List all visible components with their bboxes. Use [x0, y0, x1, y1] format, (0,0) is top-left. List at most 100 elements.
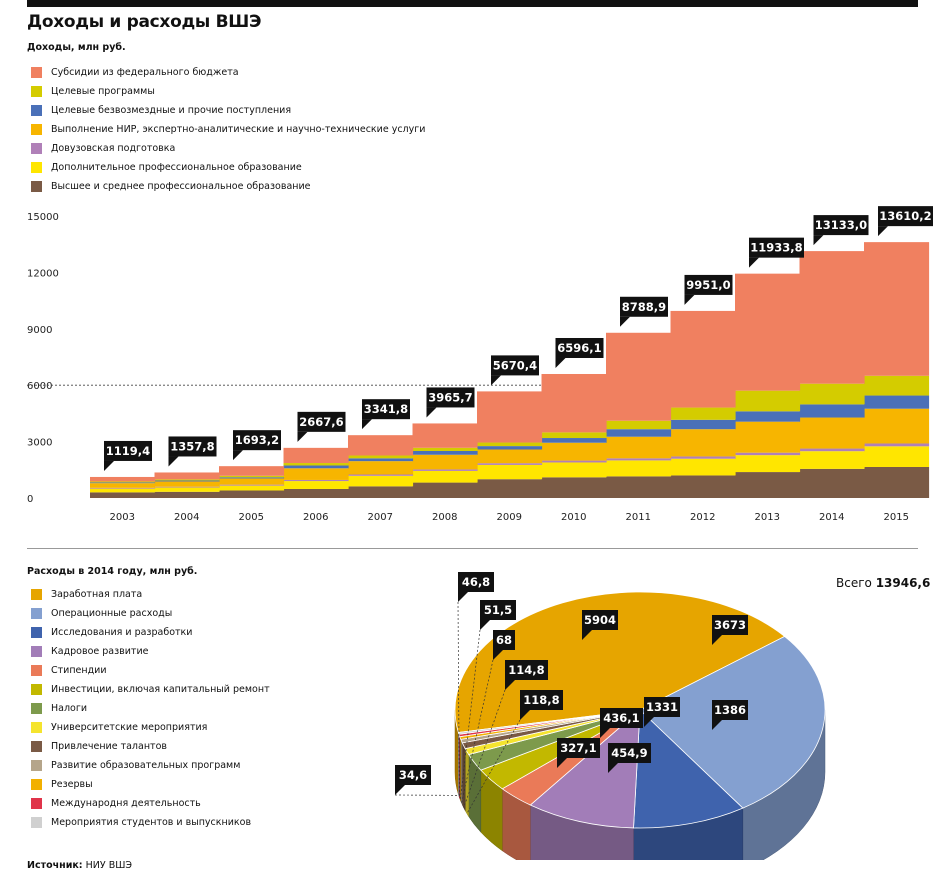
legend-swatch [31, 105, 42, 116]
pie-value-callout: 114,8 [505, 660, 548, 690]
area-segment [412, 469, 478, 471]
pie-labels: 5904 3673 1386 1331 454,9 436,1 327,1 118,8 114,… [394, 572, 748, 814]
area-segment [412, 454, 478, 470]
total-callout: 1693,2 [233, 430, 281, 461]
legend-swatch [31, 684, 42, 695]
legend-label: Операционные расходы [51, 608, 173, 619]
income-legend-item: Выполнение НИР, экспертно-аналитические … [31, 124, 425, 135]
legend-swatch [31, 817, 42, 828]
area-segment [541, 432, 607, 439]
area-segment [154, 486, 220, 488]
pie-sides [454, 709, 826, 860]
x-tick-label: 2014 [819, 512, 844, 523]
income-legend-item: Целевые программы [31, 86, 155, 97]
legend-label: Мероприятия студентов и выпускников [51, 817, 252, 828]
area-segment [283, 468, 349, 480]
area-segment [735, 455, 801, 473]
area-segment [735, 452, 801, 456]
expense-legend-item: Кадровое развитие [31, 646, 148, 657]
area-segment [219, 475, 285, 478]
total-callout: 6596,1 [555, 337, 604, 368]
legend-swatch [31, 760, 42, 771]
area-segment [412, 423, 478, 448]
area-segment [90, 476, 156, 482]
leader-line [466, 719, 521, 814]
total-label: 3965,7 [428, 390, 472, 404]
area-segment [864, 466, 930, 498]
area-segment [219, 485, 285, 491]
y-tick-label: 3000 [27, 438, 52, 449]
area-segment [799, 468, 865, 498]
area-segment [735, 411, 801, 422]
total-callout: 2667,6 [297, 411, 346, 442]
area-segment [864, 443, 930, 447]
pie-value-label: 1386 [714, 703, 746, 717]
legend-label: Развитие образовательных программ [51, 760, 241, 771]
legend-label: Целевые безвозмездные и прочие поступлен… [51, 105, 292, 116]
area-segment [670, 419, 736, 430]
area-segment [348, 486, 414, 498]
legend-swatch [31, 646, 42, 657]
area-segment [541, 460, 607, 463]
x-tick-label: 2008 [432, 512, 457, 523]
pie-value-callout: 3673 [712, 615, 748, 645]
total-label: 1119,4 [106, 444, 150, 458]
pie-value-label: 436,1 [603, 711, 639, 725]
x-tick-label: 2011 [626, 512, 651, 523]
area-segment [477, 446, 543, 450]
area-segment [283, 481, 349, 489]
legend-swatch [31, 124, 42, 135]
expense-legend-item: Международня деятельность [31, 798, 201, 809]
pie-value-callout: 1386 [712, 700, 748, 730]
pie-value-label: 118,8 [523, 693, 559, 707]
total-callout: 3341,8 [362, 399, 410, 430]
legend-swatch [31, 798, 42, 809]
area-segment [219, 484, 285, 486]
page-title: Доходы и расходы ВШЭ [27, 12, 262, 32]
legend-swatch [31, 181, 42, 192]
x-tick-label: 2003 [110, 512, 135, 523]
total-label: 5670,4 [493, 358, 537, 372]
legend-swatch [31, 67, 42, 78]
expense-legend-item: Университетские мероприятия [31, 722, 207, 733]
section-divider [27, 548, 918, 549]
area-segment [864, 242, 930, 376]
area-segment [541, 477, 607, 498]
legend-swatch [31, 143, 42, 154]
y-tick-label: 15000 [27, 212, 59, 223]
area-segment [477, 479, 543, 498]
area-segment [670, 456, 736, 459]
pie-value-callout: 34,6 [395, 765, 431, 795]
pie-value-callout: 68 [493, 630, 515, 660]
y-tick-label: 0 [27, 494, 33, 505]
expense-pie-chart: 5904 3673 1386 1331 454,9 436,1 327,1 118,8 114,… [394, 572, 826, 860]
area-segment [606, 476, 672, 498]
expense-legend-item: Операционные расходы [31, 608, 172, 619]
area-segment [154, 487, 220, 492]
area-segment [412, 482, 478, 498]
expense-legend-item: Развитие образовательных программ [31, 760, 240, 771]
legend-swatch [31, 608, 42, 619]
total-label: 3341,8 [364, 402, 408, 416]
total-label: 13133,0 [815, 218, 867, 232]
area-segment [606, 429, 672, 437]
expense-subtitle: Расходы в 2014 году, млн руб. [27, 566, 198, 577]
total-label: 11933,8 [750, 241, 802, 255]
y-tick-label: 6000 [27, 381, 52, 392]
pie-value-callout: 51,5 [480, 600, 516, 630]
legend-label: Инвестиции, включая капитальный ремонт [51, 684, 270, 695]
total-label: 9951,0 [686, 278, 730, 292]
area-segment [90, 483, 156, 488]
legend-swatch [31, 627, 42, 638]
leader-line [457, 601, 460, 798]
legend-label: Довузовская подготовка [51, 143, 176, 154]
pie-slice [633, 709, 744, 829]
area-segment [864, 408, 930, 444]
legend-swatch [31, 703, 42, 714]
area-segment [799, 251, 865, 384]
y-tick-label: 9000 [27, 325, 52, 336]
pie-value-label: 454,9 [611, 746, 647, 760]
area-segment [283, 463, 349, 466]
pie-value-callout: 1331 [644, 697, 680, 727]
area-segment [348, 455, 414, 459]
